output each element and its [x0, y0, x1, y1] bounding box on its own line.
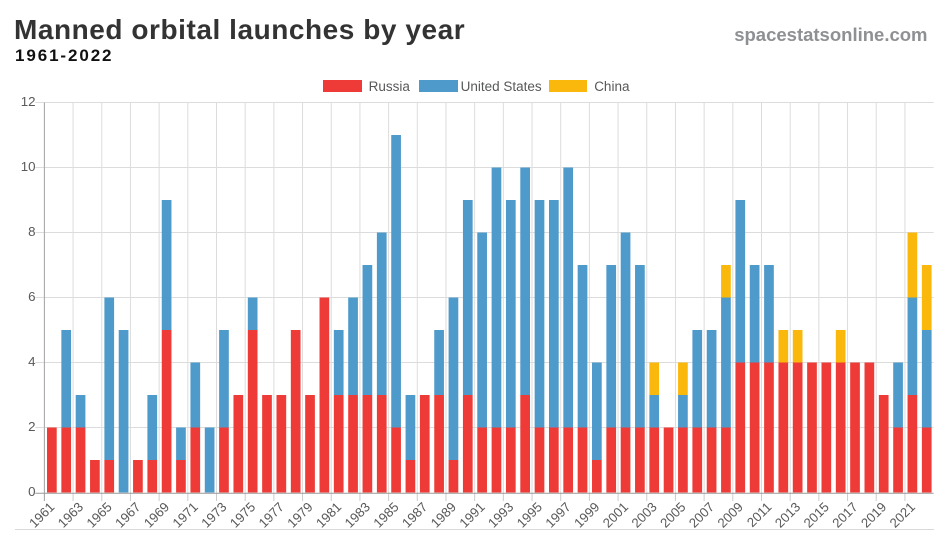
svg-text:4: 4 — [28, 354, 35, 369]
svg-text:0: 0 — [28, 484, 35, 499]
svg-text:10: 10 — [21, 159, 36, 174]
svg-text:1983: 1983 — [342, 499, 373, 530]
svg-text:1991: 1991 — [456, 499, 487, 530]
svg-text:1993: 1993 — [485, 499, 516, 530]
svg-text:1981: 1981 — [313, 499, 344, 530]
svg-text:2011: 2011 — [744, 499, 775, 530]
svg-text:2005: 2005 — [657, 499, 688, 530]
svg-text:12: 12 — [21, 94, 36, 109]
svg-text:2015: 2015 — [801, 499, 832, 530]
svg-text:1995: 1995 — [514, 499, 545, 530]
svg-text:1979: 1979 — [284, 499, 315, 530]
svg-text:1989: 1989 — [428, 499, 459, 530]
svg-text:1969: 1969 — [141, 499, 172, 530]
svg-text:1971: 1971 — [170, 499, 201, 530]
svg-text:2021: 2021 — [887, 499, 918, 530]
svg-text:1965: 1965 — [84, 499, 115, 530]
svg-text:1967: 1967 — [112, 499, 143, 530]
svg-text:1985: 1985 — [370, 499, 401, 530]
svg-text:1977: 1977 — [256, 499, 287, 530]
svg-text:2017: 2017 — [829, 499, 860, 530]
svg-text:2003: 2003 — [628, 499, 659, 530]
svg-text:1975: 1975 — [227, 499, 258, 530]
svg-text:1997: 1997 — [542, 499, 573, 530]
svg-text:1987: 1987 — [399, 499, 430, 530]
svg-text:6: 6 — [28, 289, 35, 304]
svg-text:2019: 2019 — [858, 499, 889, 530]
svg-text:1973: 1973 — [198, 499, 229, 530]
svg-text:1963: 1963 — [55, 499, 86, 530]
svg-text:2: 2 — [28, 419, 35, 434]
svg-text:2007: 2007 — [686, 499, 717, 530]
svg-text:1961: 1961 — [26, 499, 57, 530]
svg-text:1999: 1999 — [571, 499, 602, 530]
svg-text:2013: 2013 — [772, 499, 803, 530]
svg-text:2009: 2009 — [715, 499, 746, 530]
svg-text:8: 8 — [28, 224, 35, 239]
svg-text:2001: 2001 — [600, 499, 631, 530]
